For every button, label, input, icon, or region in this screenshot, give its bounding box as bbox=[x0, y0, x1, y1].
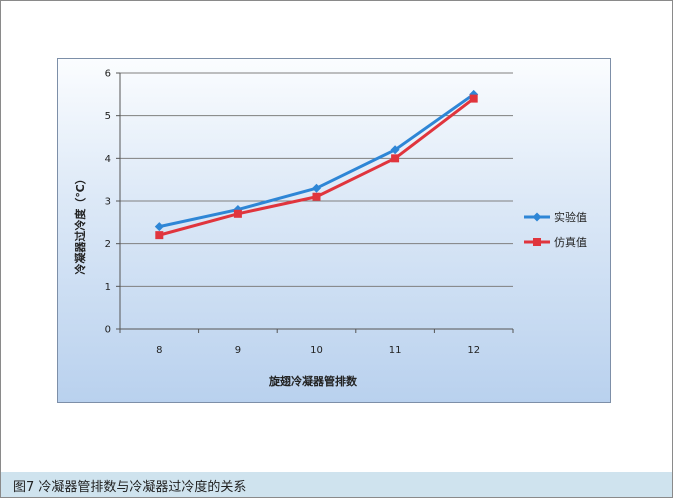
data-point bbox=[154, 222, 164, 232]
legend-item-2: 仿真值 bbox=[524, 235, 587, 249]
x-axis-title: 旋翅冷凝器管排数 bbox=[268, 374, 358, 388]
square-marker bbox=[155, 231, 164, 240]
x-tick-label: 8 bbox=[156, 345, 162, 356]
caption-bar: 图7 冷凝器管排数与冷凝器过冷度的关系 bbox=[1, 472, 672, 497]
x-tick-label: 9 bbox=[235, 345, 241, 356]
y-axis-title: 冷凝器过冷度（℃） bbox=[73, 173, 87, 274]
legend-label: 实验值 bbox=[554, 210, 587, 224]
square-marker bbox=[312, 192, 321, 201]
series-2 bbox=[155, 94, 478, 240]
y-tick-label: 1 bbox=[105, 282, 111, 293]
diamond-marker bbox=[532, 212, 542, 222]
y-tick-label: 2 bbox=[105, 239, 111, 250]
data-point bbox=[390, 145, 400, 155]
series-line bbox=[158, 97, 475, 237]
data-point bbox=[391, 154, 400, 163]
x-tick-label: 11 bbox=[389, 345, 402, 356]
x-tick-label: 10 bbox=[310, 345, 323, 356]
square-marker bbox=[469, 94, 478, 103]
square-marker bbox=[233, 209, 242, 218]
y-tick-label: 5 bbox=[105, 111, 111, 122]
grid-lines bbox=[120, 72, 513, 287]
chart-panel: 0 1 2 3 4 5 6 8 9 10 11 12 实验值 仿真值 旋翅冷凝器管排数 冷凝器过冷度（℃… bbox=[57, 58, 611, 403]
axes bbox=[116, 72, 514, 333]
legend-item-1: 实验值 bbox=[524, 210, 587, 224]
series-line bbox=[158, 93, 475, 229]
legend-label: 仿真值 bbox=[554, 235, 587, 249]
data-point bbox=[312, 183, 321, 193]
y-tick-label: 6 bbox=[105, 69, 111, 80]
series-1 bbox=[154, 89, 479, 232]
y-tick-label: 0 bbox=[105, 325, 111, 336]
data-series bbox=[154, 89, 479, 240]
square-marker bbox=[391, 154, 400, 163]
y-tick-label: 3 bbox=[105, 197, 111, 208]
data-point bbox=[155, 231, 164, 240]
square-marker bbox=[533, 238, 541, 246]
diamond-marker bbox=[312, 183, 321, 193]
data-point bbox=[312, 192, 321, 201]
data-point bbox=[233, 209, 242, 218]
x-tick-label: 12 bbox=[467, 345, 480, 356]
figure-caption: 图7 冷凝器管排数与冷凝器过冷度的关系 bbox=[13, 480, 247, 495]
diamond-marker bbox=[154, 222, 164, 232]
data-point bbox=[469, 94, 478, 103]
y-tick-label: 4 bbox=[105, 154, 111, 165]
diamond-marker bbox=[390, 145, 400, 155]
